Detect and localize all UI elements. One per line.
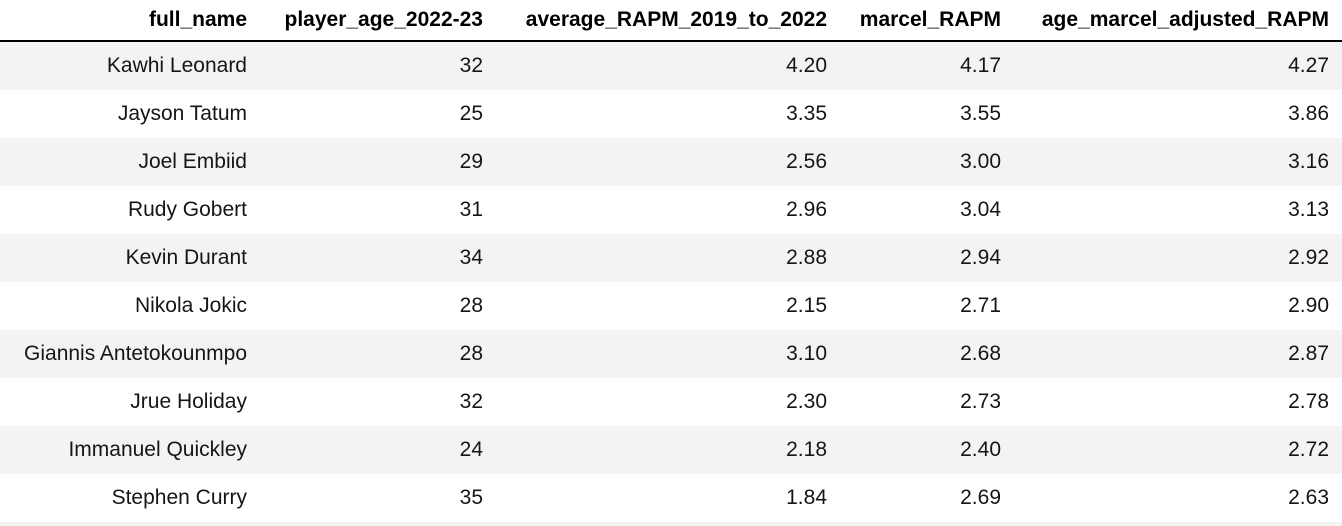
cell-average-rapm: 2.18 <box>786 438 827 461</box>
cell-age-marcel-adjusted-rapm: 3.13 <box>1288 198 1329 221</box>
cell-player-age: 28 <box>459 294 483 317</box>
cell-full-name: Rudy Gobert <box>127 198 247 221</box>
cell-full-name: Kawhi Leonard <box>106 54 247 77</box>
cell-age-marcel-adjusted-rapm: 2.92 <box>1288 246 1329 269</box>
cell-player-age: 32 <box>459 54 483 77</box>
cell-average-rapm: 2.96 <box>786 198 827 221</box>
cell-player-age: 31 <box>459 198 483 221</box>
cell-age-marcel-adjusted-rapm: 4.27 <box>1288 54 1329 77</box>
cell-full-name: Kevin Durant <box>125 246 247 269</box>
cell-age-marcel-adjusted-rapm: 3.16 <box>1288 150 1329 173</box>
table-row: Kawhi Leonard 32 4.20 4.17 4.27 <box>0 42 1342 90</box>
cell-full-name: Stephen Curry <box>111 486 247 509</box>
table-header: full_name player_age_2022-23 average_RAP… <box>0 0 1342 42</box>
table-body: Kawhi Leonard 32 4.20 4.17 4.27 Jayson Tatum 2… <box>0 42 1342 522</box>
cell-marcel-rapm: 2.69 <box>960 486 1001 509</box>
cell-player-age: 28 <box>459 342 483 365</box>
cell-marcel-rapm: 4.17 <box>960 54 1001 77</box>
cell-average-rapm: 4.20 <box>786 54 827 77</box>
cell-average-rapm: 3.35 <box>786 102 827 125</box>
cell-marcel-rapm: 2.94 <box>960 246 1001 269</box>
cell-average-rapm: 3.10 <box>786 342 827 365</box>
table-row: Stephen Curry 35 1.84 2.69 2.63 <box>0 474 1342 522</box>
cell-player-age: 32 <box>459 390 483 413</box>
cell-marcel-rapm: 3.55 <box>960 102 1001 125</box>
cell-age-marcel-adjusted-rapm: 2.63 <box>1288 486 1329 509</box>
cell-player-age: 35 <box>459 486 483 509</box>
header-cell-marcel-rapm: marcel_RAPM <box>859 8 1001 31</box>
cell-average-rapm: 2.56 <box>786 150 827 173</box>
cell-age-marcel-adjusted-rapm: 2.78 <box>1288 390 1329 413</box>
cell-marcel-rapm: 2.73 <box>960 390 1001 413</box>
header-cell-player-age: player_age_2022-23 <box>284 8 484 31</box>
cell-marcel-rapm: 2.68 <box>960 342 1001 365</box>
partial-next-row <box>0 522 1342 526</box>
header-cell-full-name: full_name <box>148 8 247 31</box>
table-row: Giannis Antetokounmpo 28 3.10 2.68 2.87 <box>0 330 1342 378</box>
cell-player-age: 25 <box>459 102 483 125</box>
cell-average-rapm: 2.15 <box>786 294 827 317</box>
header-cell-age-marcel-adjusted-rapm: age_marcel_adjusted_RAPM <box>1041 8 1329 31</box>
cell-player-age: 29 <box>459 150 483 173</box>
cell-age-marcel-adjusted-rapm: 2.87 <box>1288 342 1329 365</box>
header-row: full_name player_age_2022-23 average_RAP… <box>0 0 1342 42</box>
cell-marcel-rapm: 3.00 <box>960 150 1001 173</box>
table-row: Jayson Tatum 25 3.35 3.55 3.86 <box>0 90 1342 138</box>
header-cell-average-rapm: average_RAPM_2019_to_2022 <box>525 8 827 31</box>
cell-average-rapm: 1.84 <box>786 486 827 509</box>
cell-full-name: Joel Embiid <box>138 150 247 173</box>
cell-full-name: Jayson Tatum <box>117 102 247 125</box>
cell-player-age: 24 <box>459 438 483 461</box>
cell-full-name: Giannis Antetokounmpo <box>24 342 247 365</box>
cell-full-name: Immanuel Quickley <box>68 438 247 461</box>
table-row: Joel Embiid 29 2.56 3.00 3.16 <box>0 138 1342 186</box>
cell-age-marcel-adjusted-rapm: 2.90 <box>1288 294 1329 317</box>
cell-age-marcel-adjusted-rapm: 2.72 <box>1288 438 1329 461</box>
table-row: Immanuel Quickley 24 2.18 2.40 2.72 <box>0 426 1342 474</box>
cell-full-name: Nikola Jokic <box>134 294 247 317</box>
cell-average-rapm: 2.88 <box>786 246 827 269</box>
table-row: Kevin Durant 34 2.88 2.94 2.92 <box>0 234 1342 282</box>
table-row: Rudy Gobert 31 2.96 3.04 3.13 <box>0 186 1342 234</box>
table-row: Nikola Jokic 28 2.15 2.71 2.90 <box>0 282 1342 330</box>
cell-average-rapm: 2.30 <box>786 390 827 413</box>
cell-full-name: Jrue Holiday <box>130 390 247 413</box>
cell-marcel-rapm: 2.40 <box>960 438 1001 461</box>
cell-marcel-rapm: 3.04 <box>960 198 1001 221</box>
cell-age-marcel-adjusted-rapm: 3.86 <box>1288 102 1329 125</box>
table-row: Jrue Holiday 32 2.30 2.73 2.78 <box>0 378 1342 426</box>
cell-player-age: 34 <box>459 246 483 269</box>
cell-marcel-rapm: 2.71 <box>960 294 1001 317</box>
